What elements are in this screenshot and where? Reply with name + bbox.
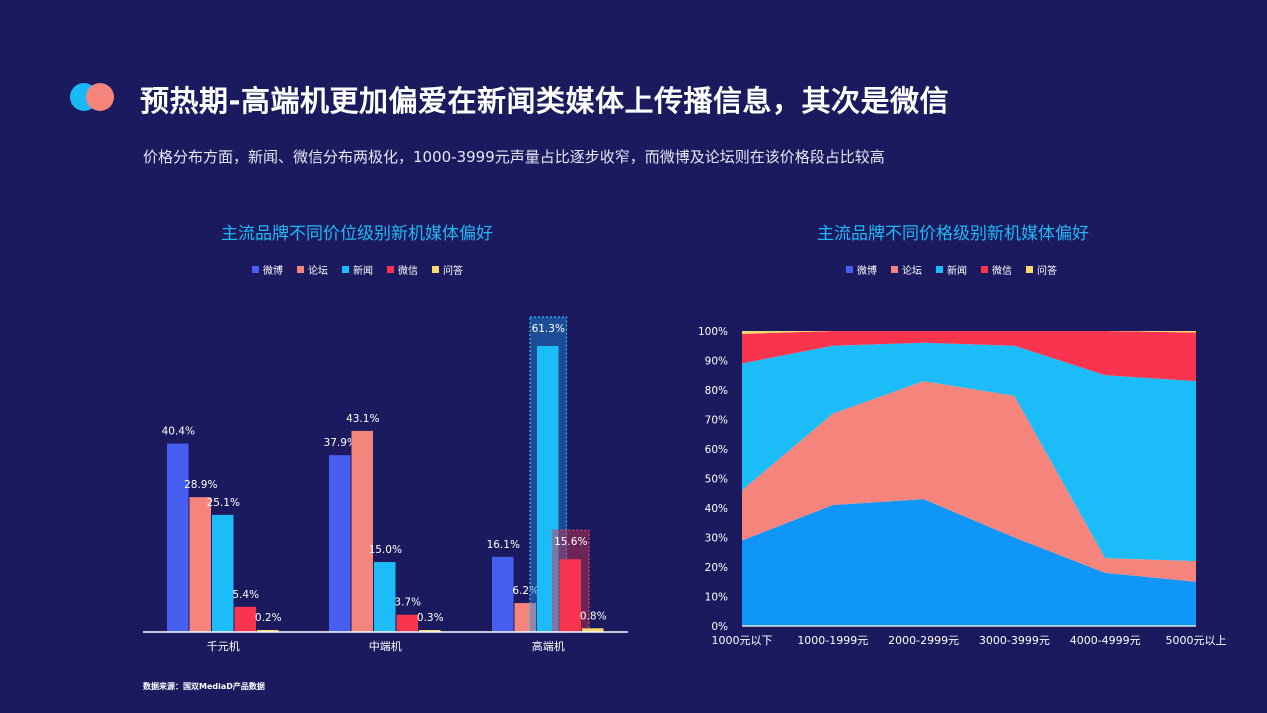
legend-swatch (981, 266, 988, 273)
area-y-tick-label: 70% (705, 415, 728, 427)
area-y-tick-label: 80% (705, 385, 728, 397)
area-y-tick-label: 60% (705, 444, 728, 456)
bar-chart-legend: 微博 论坛 新闻 微信 问答 (252, 262, 477, 277)
legend-item-4: 问答 (1026, 262, 1057, 277)
legend-swatch (297, 266, 304, 273)
bar-x-tick-label: 中端机 (369, 639, 402, 653)
bar-data-label: 28.9% (184, 479, 217, 491)
area-x-tick-label: 2000-2999元 (888, 634, 959, 647)
area-band-微信 (742, 331, 1196, 382)
bar-x-tick-label: 高端机 (532, 639, 565, 653)
bar-微博-高端机 (492, 556, 514, 632)
legend-label: 论坛 (308, 266, 328, 277)
bar-微信-千元机 (234, 606, 256, 632)
bar-data-label: 0.8% (580, 610, 607, 622)
bar-新闻-千元机 (212, 514, 234, 632)
area-band-问答 (742, 331, 1196, 334)
bar-新闻-中端机 (374, 562, 396, 632)
bar-data-label: 3.7% (394, 597, 421, 609)
bar-问答-高端机 (582, 628, 604, 632)
legend-swatch (1026, 266, 1033, 273)
area-y-tick-label: 40% (705, 503, 728, 515)
legend-swatch (342, 266, 349, 273)
bar-data-label: 61.3% (532, 323, 565, 335)
area-y-tick-label: 50% (705, 474, 728, 486)
legend-label: 微信 (992, 266, 1012, 277)
area-band-论坛 (742, 381, 1196, 582)
bar-论坛-千元机 (189, 497, 211, 632)
area-x-tick-label: 4000-4999元 (1070, 634, 1141, 647)
area-y-tick-label: 90% (705, 356, 728, 368)
bar-data-label: 40.4% (162, 426, 195, 438)
bar-x-tick-label: 千元机 (207, 639, 240, 653)
bar-data-label: 25.1% (207, 497, 240, 509)
area-chart-title: 主流品牌不同价格级别新机媒体偏好 (817, 224, 1089, 244)
area-chart-legend: 微博 论坛 新闻 微信 问答 (846, 262, 1071, 277)
bar-新闻-高端机 (537, 346, 559, 632)
legend-label: 微信 (398, 266, 418, 277)
bar-微信-高端机 (559, 559, 581, 632)
legend-label: 新闻 (947, 266, 967, 277)
legend-item-2: 新闻 (936, 262, 967, 277)
bar-data-label: 0.3% (417, 612, 444, 624)
area-band-新闻 (742, 342, 1196, 562)
legend-label: 问答 (443, 266, 463, 277)
legend-item-1: 论坛 (297, 262, 328, 277)
bar-data-label: 5.4% (232, 589, 259, 601)
page-subtitle: 价格分布方面，新闻、微信分布两极化，1000-3999元声量占比逐步收窄，而微博… (143, 148, 885, 166)
legend-label: 论坛 (902, 266, 922, 277)
legend-label: 问答 (1037, 266, 1057, 277)
bar-data-label: 43.1% (346, 413, 379, 425)
bar-论坛-高端机 (514, 603, 536, 632)
bar-问答-中端机 (419, 630, 441, 632)
legend-item-0: 微博 (846, 262, 877, 277)
bar-微博-中端机 (329, 455, 351, 632)
bar-论坛-中端机 (351, 430, 373, 632)
bar-chart-title: 主流品牌不同价位级别新机媒体偏好 (221, 224, 493, 244)
legend-label: 新闻 (353, 266, 373, 277)
legend-item-0: 微博 (252, 262, 283, 277)
area-x-tick-label: 1000-1999元 (797, 634, 868, 647)
legend-item-1: 论坛 (891, 262, 922, 277)
legend-swatch (891, 266, 898, 273)
area-band-微博 (742, 499, 1196, 626)
legend-item-2: 新闻 (342, 262, 373, 277)
legend-label: 微博 (263, 266, 283, 277)
legend-item-3: 微信 (981, 262, 1012, 277)
legend-item-3: 微信 (387, 262, 418, 277)
area-x-tick-label: 1000元以下 (712, 634, 773, 647)
legend-swatch (432, 266, 439, 273)
bar-data-label: 0.2% (255, 612, 282, 624)
area-y-tick-label: 0% (711, 621, 728, 633)
bar-data-label: 16.1% (487, 539, 520, 551)
bar-微信-中端机 (396, 614, 418, 632)
bar-data-label: 15.0% (369, 544, 402, 556)
bar-data-label: 6.2% (512, 585, 539, 597)
legend-swatch (387, 266, 394, 273)
area-x-tick-label: 5000元以上 (1166, 634, 1227, 647)
bar-data-label: 15.6% (554, 536, 587, 548)
area-y-tick-label: 30% (705, 533, 728, 545)
legend-swatch (252, 266, 259, 273)
area-y-tick-label: 100% (698, 326, 728, 338)
bar-微博-千元机 (167, 443, 189, 632)
data-source-note: 数据来源：国双MediaD产品数据 (143, 682, 265, 691)
bar-问答-千元机 (257, 630, 279, 632)
legend-item-4: 问答 (432, 262, 463, 277)
legend-swatch (846, 266, 853, 273)
page-title: 预热期-高端机更加偏爱在新闻类媒体上传播信息，其次是微信 (140, 84, 950, 118)
legend-label: 微博 (857, 266, 877, 277)
legend-swatch (936, 266, 943, 273)
area-x-tick-label: 3000-3999元 (979, 634, 1050, 647)
area-y-tick-label: 10% (705, 592, 728, 604)
bar-data-label: 37.9% (324, 437, 357, 449)
logo-icon (70, 81, 118, 113)
area-y-tick-label: 20% (705, 562, 728, 574)
